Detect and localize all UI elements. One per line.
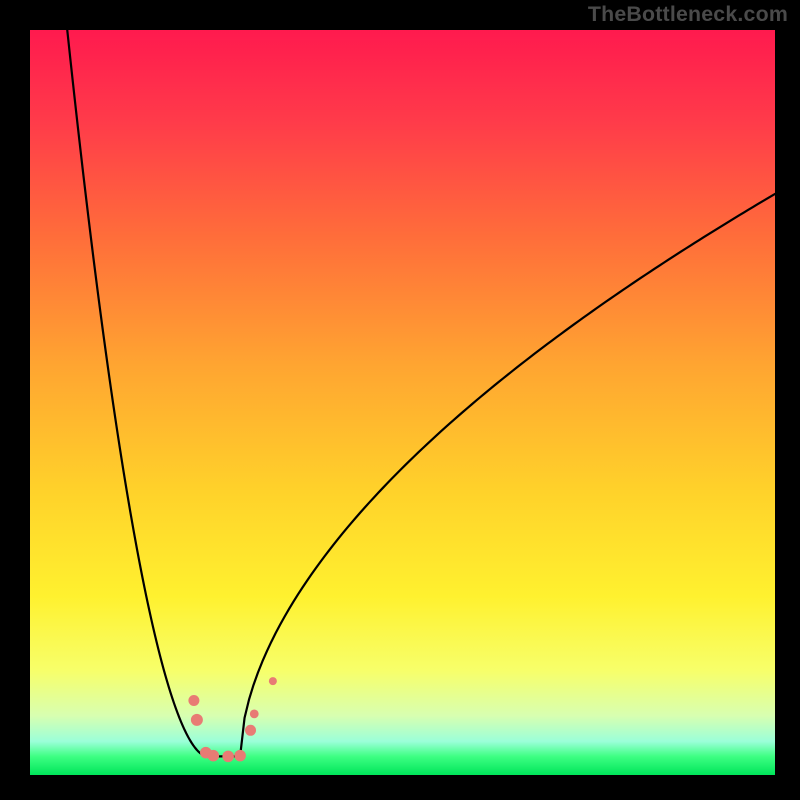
plot-area (30, 30, 775, 775)
curve-marker (250, 710, 259, 719)
curve-marker (234, 750, 246, 762)
curve-marker (269, 677, 277, 685)
curve-marker (207, 750, 219, 762)
chart-stage: TheBottleneck.com (0, 0, 800, 800)
curve-marker (222, 751, 234, 763)
chart-svg (0, 0, 800, 800)
watermark-text: TheBottleneck.com (588, 2, 788, 27)
curve-marker (188, 695, 199, 706)
curve-marker (245, 725, 256, 736)
curve-marker (191, 714, 203, 726)
